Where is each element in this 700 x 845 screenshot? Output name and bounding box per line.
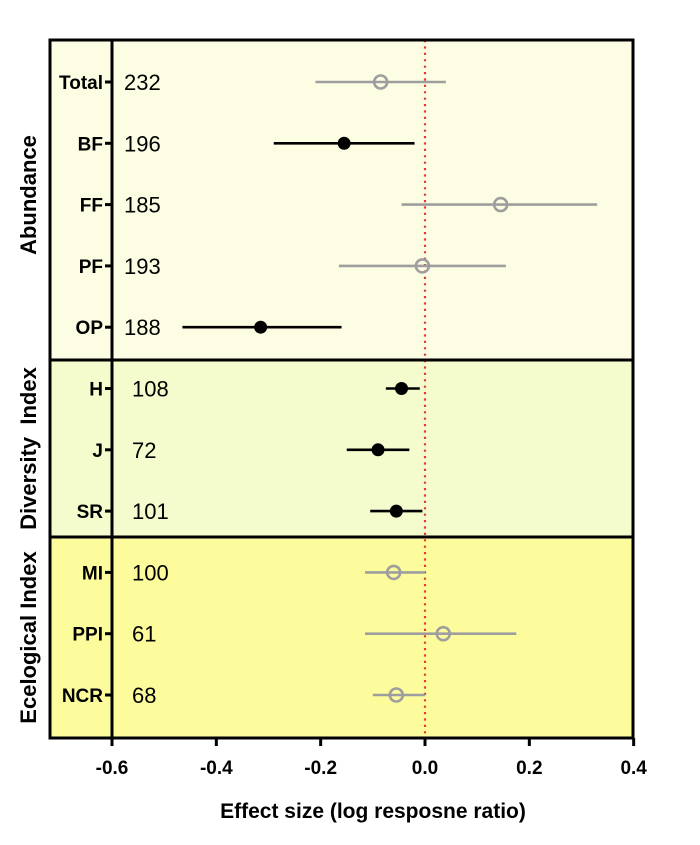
sample-size-label: 196 (124, 131, 161, 156)
sample-size-label: 100 (132, 560, 169, 585)
x-tick-label: 0.4 (620, 758, 647, 779)
category-label: J (92, 441, 103, 462)
effect-point (435, 625, 452, 642)
sample-size-label: 188 (124, 315, 161, 340)
label-layer: Total 232 BF 196 FF 185 PF 193 OP 188 H 108 J 72 SR 101… (16, 70, 169, 724)
x-tick-label: 0.2 (516, 758, 542, 779)
effect-point (395, 382, 409, 395)
x-axis-title: Effect size (log resposne ratio) (220, 800, 526, 823)
group-background-1 (50, 40, 633, 360)
group-title: Abundance (16, 135, 41, 255)
category-label: BF (78, 134, 103, 155)
sample-size-label: 101 (132, 499, 169, 524)
category-label: PF (79, 257, 103, 278)
group-backgrounds (50, 40, 633, 738)
category-label: H (89, 380, 103, 401)
category-label: PPI (72, 625, 103, 646)
x-tick-label: -0.2 (304, 758, 337, 779)
category-label: NCR (62, 686, 103, 707)
sample-size-label: 185 (124, 193, 161, 218)
effect-point (337, 136, 351, 150)
effect-point (492, 196, 509, 213)
category-label: OP (76, 318, 104, 339)
effect-point (388, 687, 405, 703)
category-label: FF (80, 196, 103, 217)
category-label: Total (59, 73, 103, 94)
effect-point (389, 504, 403, 518)
sample-size-label: 72 (132, 438, 156, 463)
sample-size-label: 108 (132, 377, 169, 402)
group-background-3 (50, 537, 633, 738)
category-label: MI (82, 563, 103, 584)
group-background-2 (50, 360, 633, 537)
sample-size-label: 232 (124, 70, 161, 95)
x-axis: -0.6 -0.4 -0.2 0.0 0.2 0.4 (96, 80, 647, 779)
data-layer (182, 74, 598, 703)
group-title: Diversity Index (16, 366, 41, 529)
x-tick-label: -0.4 (200, 758, 233, 779)
effect-point (372, 74, 389, 90)
effect-point (371, 443, 385, 457)
sample-size-label: 68 (132, 683, 156, 708)
category-label: SR (77, 502, 104, 523)
plot-frame (48, 38, 635, 740)
x-tick-label: -0.6 (96, 758, 129, 779)
sample-size-label: 61 (132, 622, 156, 647)
effect-point (254, 320, 268, 334)
group-title: Ecelogical Index (16, 551, 41, 724)
x-tick-label: 0.0 (412, 758, 438, 779)
effect-point (385, 564, 402, 581)
sample-size-label: 193 (124, 254, 161, 279)
effect-point (414, 258, 431, 274)
